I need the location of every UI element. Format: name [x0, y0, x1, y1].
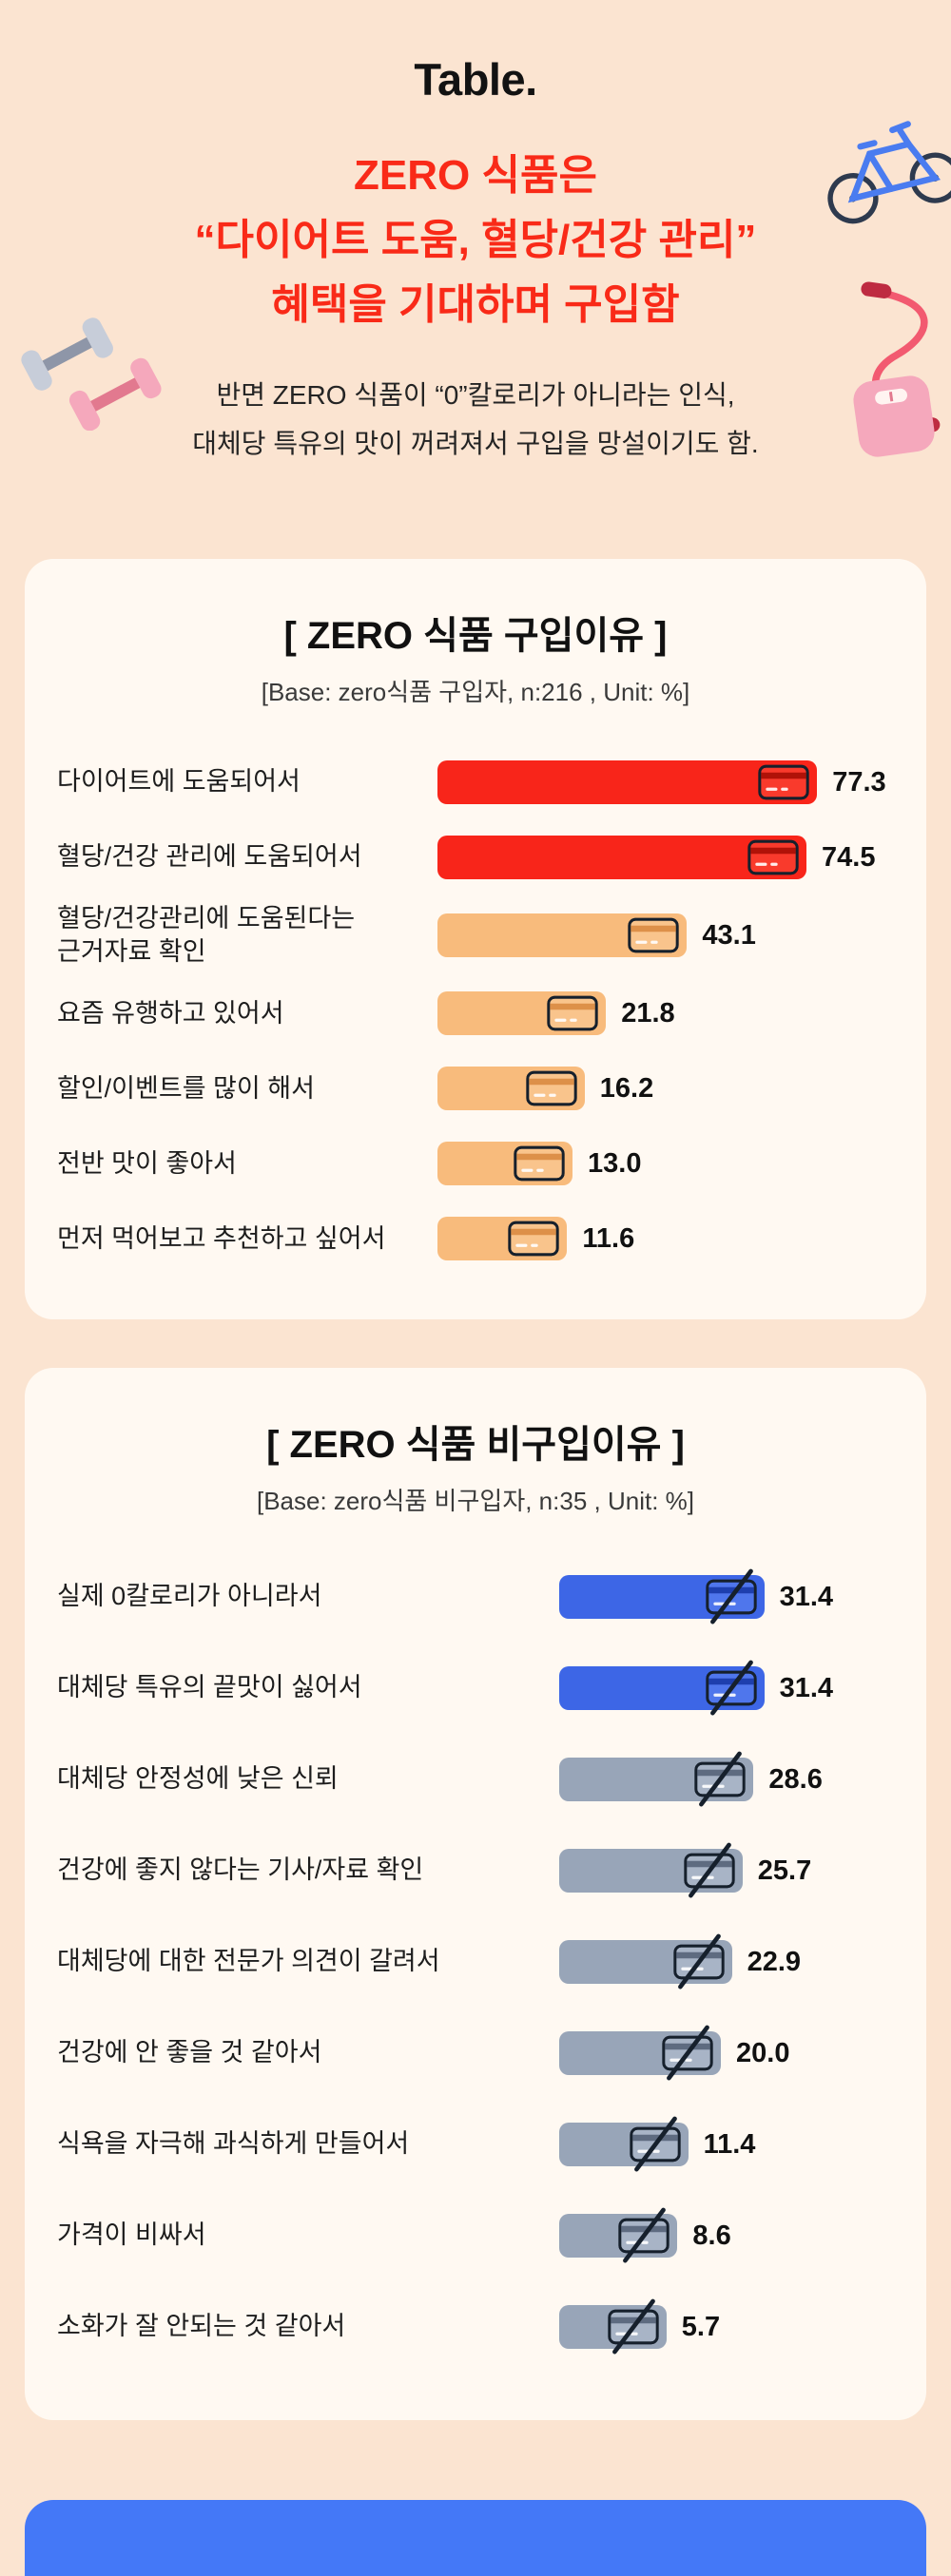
bar-value: 21.8	[621, 997, 675, 1028]
bar-label: 건강에 좋지 않다는 기사/자료 확인	[57, 1855, 424, 1885]
credit-card-slashed-icon	[608, 2298, 659, 2355]
bar-value: 16.2	[599, 1072, 654, 1104]
credit-card-slashed-icon	[705, 1660, 757, 1716]
bar-label: 혈당/건강 관리에 도움되어서	[57, 842, 362, 872]
bar-label: 가격이 비싸서	[57, 2220, 206, 2250]
bar-label: 혈당/건강관리에 도움된다는 근거자료 확인	[57, 904, 356, 967]
chart-row: 혈당/건강관리에 도움된다는 근거자료 확인 43.1	[57, 902, 894, 969]
bar	[559, 2207, 678, 2263]
bar-value: 8.6	[692, 2220, 731, 2251]
bar	[559, 1660, 765, 1716]
chart-row: 소화가 잘 안되는 것 같아서 5.7	[57, 2297, 894, 2357]
bar-value: 11.6	[582, 1222, 635, 1254]
credit-card-slashed-icon	[629, 2116, 681, 2172]
bar	[437, 1067, 585, 1111]
bar-value: 22.9	[747, 1946, 802, 1977]
chart-row: 요즘 유행하고 있어서 21.8	[57, 983, 894, 1044]
bar-value: 43.1	[702, 919, 756, 951]
credit-card-slashed-icon	[662, 2025, 713, 2081]
bar-value: 5.7	[681, 2311, 721, 2342]
next-section-peek	[25, 2500, 926, 2576]
bar-label: 대체당 특유의 끝맛이 싫어서	[57, 1673, 362, 1702]
bar	[559, 1842, 743, 1898]
credit-card-icon	[514, 1145, 565, 1182]
subtitle-line-1: 반면 ZERO 식품이 “0”칼로리가 아니라는 인식,	[216, 379, 735, 410]
credit-card-slashed-icon	[705, 1568, 757, 1624]
chart-row: 혈당/건강 관리에 도움되어서 74.5	[57, 827, 894, 888]
bar-label: 소화가 잘 안되는 것 같아서	[57, 2312, 346, 2341]
credit-card-icon	[747, 839, 799, 875]
bar-label: 먼저 먹어보고 추천하고 싶어서	[57, 1223, 386, 1253]
credit-card-slashed-icon	[684, 1842, 735, 1898]
bar-value: 20.0	[736, 2037, 790, 2068]
chart-row: 가격이 비싸서 8.6	[57, 2205, 894, 2266]
bar	[437, 991, 607, 1036]
bar-value: 31.4	[779, 1672, 834, 1703]
bar-label: 실제 0칼로리가 아니라서	[57, 1582, 322, 1611]
title-line-1: ZERO 식품은	[354, 152, 597, 199]
chart-row: 건강에 좋지 않다는 기사/자료 확인 25.7	[57, 1840, 894, 1901]
bar-label: 대체당 안정성에 낮은 신뢰	[57, 1764, 339, 1794]
bar	[437, 836, 806, 879]
title-line-2: “다이어트 도움, 혈당/건강 관리”	[194, 217, 757, 264]
bar	[559, 1751, 754, 1807]
chart-row: 할인/이벤트를 많이 해서 16.2	[57, 1058, 894, 1119]
bar-value: 25.7	[757, 1855, 812, 1886]
bar-label: 전반 맛이 좋아서	[57, 1148, 237, 1178]
chart-row: 식욕을 자극해 과식하게 만들어서 11.4	[57, 2114, 894, 2175]
chart-row: 다이어트에 도움되어서 77.3	[57, 752, 894, 813]
non-purchase-chart-rows: 실제 0칼로리가 아니라서 31.4 대체당 특유의 끝맛이 싫어서 31.4 대체당 …	[25, 1567, 926, 2357]
infographic-header: Table. ZERO 식품은 “다이어트 도움, 혈당/건강 관리” 혜택을 …	[0, 0, 951, 469]
bar-value: 74.5	[822, 841, 876, 873]
credit-card-icon	[758, 764, 809, 800]
purchase-reasons-card: [ ZERO 식품 구입이유 ] [Base: zero식품 구입자, n:21…	[25, 559, 926, 1319]
bar-label: 대체당에 대한 전문가 의견이 갈려서	[57, 1947, 440, 1976]
bar-value: 77.3	[832, 766, 886, 798]
bar-value: 28.6	[768, 1763, 823, 1795]
bar	[437, 913, 688, 958]
bar-label: 할인/이벤트를 많이 해서	[57, 1073, 315, 1103]
credit-card-slashed-icon	[618, 2207, 670, 2263]
bar	[559, 2116, 689, 2172]
bar	[559, 1933, 732, 1990]
chart-row: 대체당에 대한 전문가 의견이 갈려서 22.9	[57, 1932, 894, 1992]
non-purchase-chart-title: [ ZERO 식품 비구입이유 ]	[266, 1424, 685, 1466]
bar	[559, 2298, 667, 2355]
credit-card-icon	[547, 995, 598, 1031]
non-purchase-reasons-card: [ ZERO 식품 비구입이유 ] [Base: zero식품 비구입자, n:…	[25, 1368, 926, 2420]
chart-row: 먼저 먹어보고 추천하고 싶어서 11.6	[57, 1208, 894, 1269]
credit-card-slashed-icon	[672, 1933, 725, 1990]
bar-value: 11.4	[703, 2128, 756, 2160]
purchase-chart-rows: 다이어트에 도움되어서 77.3 혈당/건강 관리에 도움되어서 74.5 혈당/건강관…	[25, 752, 926, 1269]
credit-card-icon	[526, 1070, 577, 1106]
purchase-chart-title: [ ZERO 식품 구입이유 ]	[283, 615, 668, 657]
bar-label: 건강에 안 좋을 것 같아서	[57, 2038, 322, 2067]
bar	[559, 1568, 765, 1624]
chart-row: 실제 0칼로리가 아니라서 31.4	[57, 1567, 894, 1627]
bar	[437, 760, 818, 804]
credit-card-slashed-icon	[694, 1751, 746, 1807]
page-subtitle: 반면 ZERO 식품이 “0”칼로리가 아니라는 인식, 대체당 특유의 맛이 …	[0, 371, 951, 470]
credit-card-icon	[628, 917, 679, 953]
bar-label: 식욕을 자극해 과식하게 만들어서	[57, 2129, 410, 2159]
chart-row: 건강에 안 좋을 것 같아서 20.0	[57, 2023, 894, 2084]
title-line-3: 혜택을 기대하며 구입함	[271, 281, 680, 329]
bar-label: 다이어트에 도움되어서	[57, 767, 301, 797]
chart-row: 대체당 특유의 끝맛이 싫어서 31.4	[57, 1658, 894, 1719]
non-purchase-chart-base-note: [Base: zero식품 비구입자, n:35 , Unit: %]	[256, 1487, 694, 1515]
subtitle-line-2: 대체당 특유의 맛이 꺼려져서 구입을 망설이기도 함.	[192, 429, 759, 459]
bar	[437, 1217, 568, 1261]
bar	[559, 2025, 721, 2081]
bar-value: 31.4	[779, 1581, 834, 1612]
page-title: ZERO 식품은 “다이어트 도움, 혈당/건강 관리” 혜택을 기대하며 구입…	[0, 144, 951, 338]
purchase-chart-base-note: [Base: zero식품 구입자, n:216 , Unit: %]	[261, 678, 690, 706]
bar-label: 요즘 유행하고 있어서	[57, 998, 284, 1028]
chart-row: 전반 맛이 좋아서 13.0	[57, 1133, 894, 1194]
bar-value: 13.0	[588, 1147, 642, 1179]
bar	[437, 1142, 573, 1186]
logo: Table.	[414, 54, 537, 105]
chart-row: 대체당 안정성에 낮은 신뢰 28.6	[57, 1749, 894, 1810]
credit-card-icon	[508, 1221, 559, 1257]
